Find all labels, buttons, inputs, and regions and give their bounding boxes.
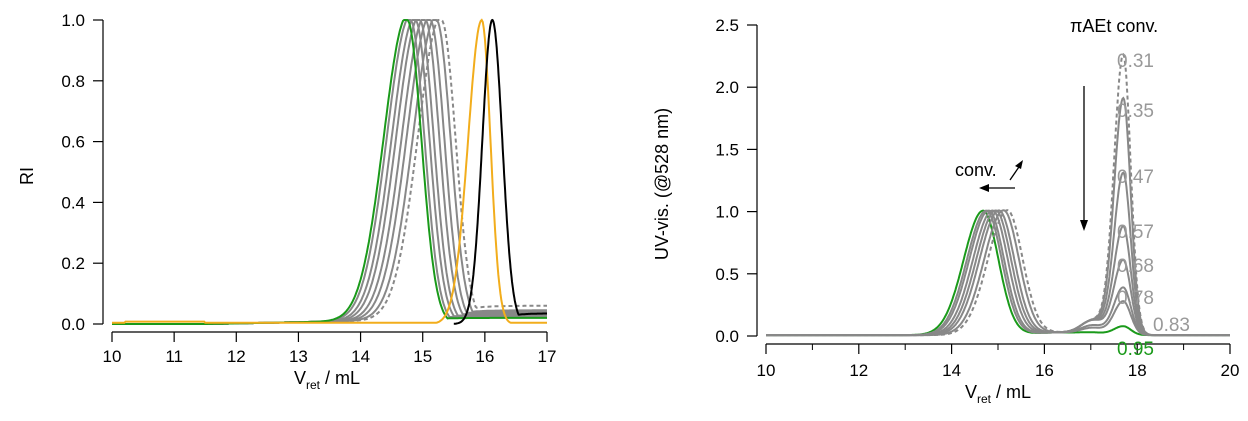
conversion-label: 0.35 [1117,101,1154,122]
left-x-tick-label: 16 [475,347,494,366]
conversion-labels: 0.31 0.35 0.47 0.57 0.68 0.78 0.83 0.95 [1117,51,1190,360]
diagonal-up-arrow-icon [1009,160,1023,181]
right-y-tick-label: 1.5 [715,140,739,159]
left-x-ticks: 10 11 12 13 14 15 16 17 [103,332,557,366]
left-arrow-icon [979,184,1015,192]
right-y-tick-label: 1.0 [715,203,739,222]
right-x-tick-label: 14 [942,361,961,380]
left-x-tick-label: 13 [289,347,308,366]
left-y-tick-label: 0.8 [61,72,85,91]
left-y-axis-label: RI [17,167,37,185]
right-y-tick-label: 0.5 [715,265,739,284]
conversion-label: 0.47 [1117,167,1154,188]
ri-gray-series [112,19,547,325]
left-y-tick-label: 0.6 [61,133,85,152]
ri-gray-dashed-series [112,19,547,325]
right-x-tick-label: 18 [1128,361,1147,380]
right-y-ticks: 0.0 0.5 1.0 1.5 2.0 2.5 [715,16,757,346]
left-x-tick-label: 10 [103,347,122,366]
left-x-tick-label: 11 [165,347,183,366]
conversion-label: 0.31 [1117,51,1154,72]
right-x-ticks: 10 12 14 16 18 20 [757,344,1240,380]
left-x-axis-label: Vret / mL [294,368,360,392]
ri-orange-series [112,18,547,324]
conversion-label: 0.57 [1117,222,1154,243]
right-x-tick-label: 10 [757,361,776,380]
left-y-ticks: 0.0 0.2 0.4 0.6 0.8 1.0 [61,11,103,334]
uv-series-0-35 [766,96,1230,337]
left-x-tick-label: 12 [227,347,246,366]
ri-gray-series [112,19,547,325]
left-curves [112,18,547,325]
left-x-tick-label: 17 [538,347,557,366]
legend-title: πAEt conv. [1070,16,1158,36]
conv-annotation: conv. [955,160,1023,192]
left-x-tick-label: 15 [413,347,432,366]
right-curves [766,52,1230,337]
down-arrow-icon [1080,86,1088,231]
conversion-label: 0.83 [1153,315,1190,336]
right-x-tick-label: 16 [1035,361,1054,380]
ri-gray-series [112,19,547,325]
ri-green-series [112,19,547,325]
left-y-tick-label: 0.0 [61,315,85,334]
uv-series-0-31 [766,52,1230,337]
left-y-tick-label: 0.4 [61,193,85,212]
conversion-label: 0.78 [1117,288,1154,309]
chart-right: 10 12 14 16 18 20 0.0 0.5 1.0 1.5 2.0 2.5 UV-vis. … [652,16,1239,406]
left-axes [102,20,547,333]
right-x-tick-label: 20 [1221,361,1240,380]
conversion-label: 0.68 [1117,256,1154,277]
left-y-tick-label: 0.2 [61,254,85,273]
conversion-label: 0.95 [1117,339,1154,360]
ri-gray-series [112,19,547,325]
ri-gray-series [112,19,547,325]
ri-gray-series [112,19,547,325]
ri-black-series [453,18,547,325]
right-x-tick-label: 12 [849,361,868,380]
right-y-tick-label: 2.0 [715,78,739,97]
left-x-tick-label: 14 [351,347,370,366]
right-y-axis-label: UV-vis. (@528 nm) [652,108,672,260]
right-axes [756,25,1230,345]
right-y-tick-label: 0.0 [715,327,739,346]
chart-left: 10 11 12 13 14 15 16 17 0.0 0.2 0.4 0.6 0.8 1.0 RI V… [17,11,556,392]
right-y-tick-label: 2.5 [715,16,739,35]
right-x-axis-label: Vret / mL [965,382,1031,406]
left-y-tick-label: 1.0 [61,11,85,30]
conv-label: conv. [955,160,997,180]
